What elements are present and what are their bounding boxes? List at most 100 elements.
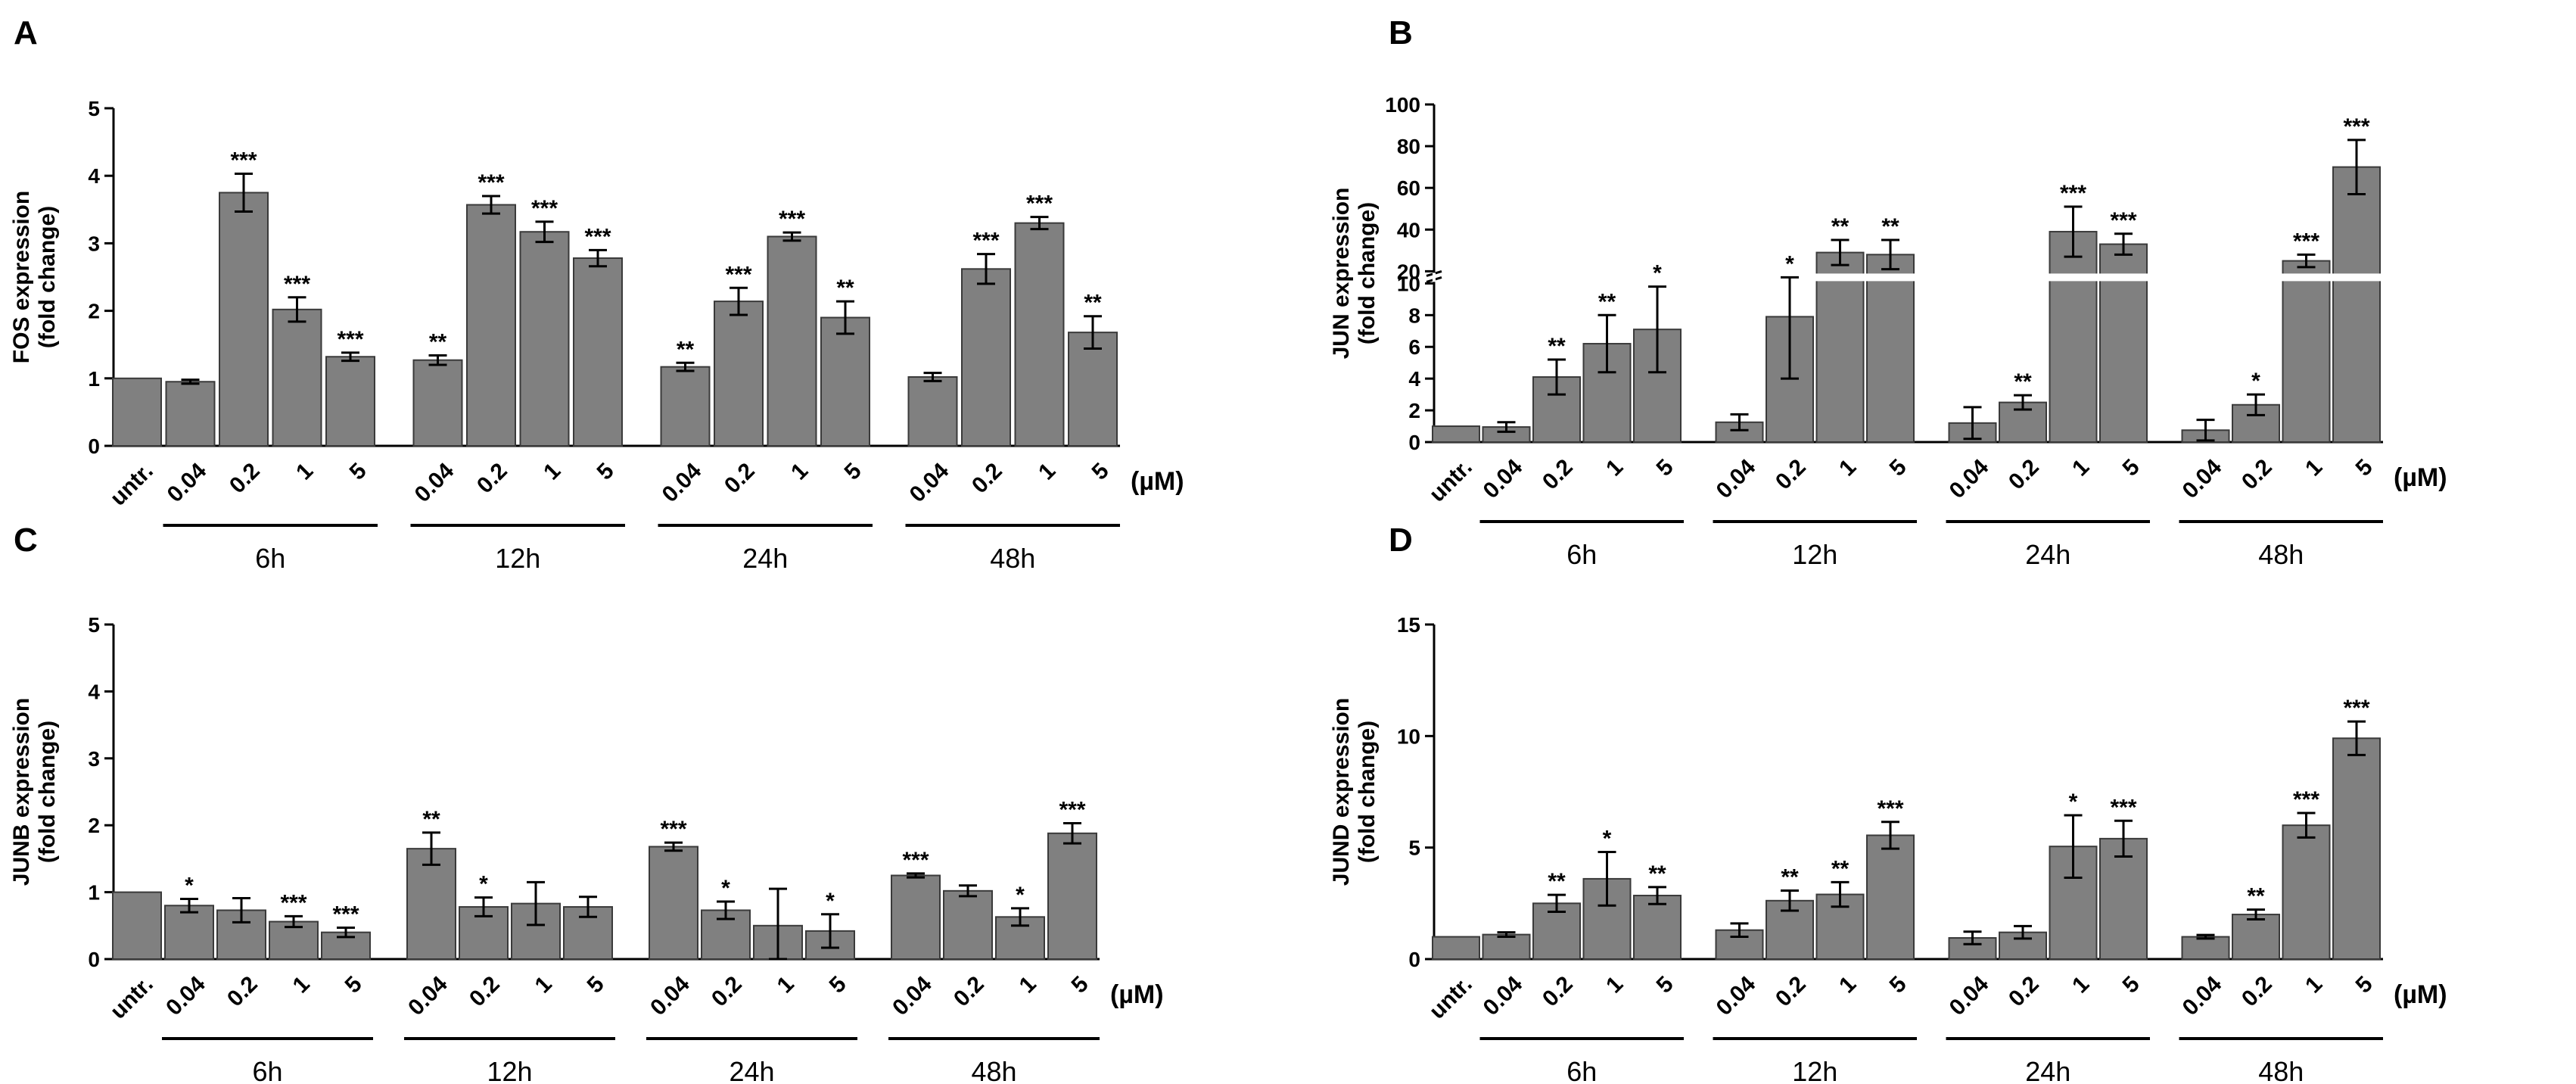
- y-tick-label: 10: [1397, 272, 1420, 295]
- group-label: 48h: [971, 1056, 1016, 1084]
- group-label: 6h: [255, 543, 285, 574]
- x-tick-label: 1: [773, 971, 799, 998]
- x-tick-label: 1: [786, 458, 813, 484]
- panel-letter: D: [1389, 522, 1413, 559]
- x-tick-label: 0.2: [225, 458, 265, 498]
- group-label: 12h: [1792, 539, 1837, 570]
- significance-label: ***: [1059, 798, 1085, 823]
- x-tick-label: 0.04: [1945, 971, 1994, 1020]
- bar: [1047, 832, 1097, 960]
- bar: [1432, 936, 1480, 960]
- x-tick-label: 5: [840, 458, 866, 484]
- significance-label: *: [1016, 883, 1025, 908]
- x-tick-label: 0.2: [1771, 454, 1811, 494]
- bar: [649, 846, 698, 961]
- bar: [891, 874, 941, 960]
- panel-letter: C: [14, 522, 38, 559]
- x-tick-label: 5: [825, 971, 851, 998]
- x-tick-label: 0.2: [222, 971, 263, 1011]
- y-tick-label: 10: [1397, 724, 1420, 748]
- y-tick-label: 5: [88, 97, 100, 120]
- unit-label: (µM): [2394, 980, 2447, 1009]
- significance-label: **: [1881, 214, 1899, 239]
- group-label: 6h: [1566, 1056, 1597, 1084]
- x-tick-label: 0.04: [1479, 454, 1528, 503]
- bar: [767, 235, 817, 447]
- y-tick-label: 0: [88, 435, 100, 458]
- y-tick-label: 60: [1397, 176, 1420, 200]
- x-tick-label: 0.2: [967, 458, 1007, 498]
- x-tick-label: 0.04: [905, 458, 954, 507]
- x-tick-label: 5: [1067, 971, 1094, 998]
- x-tick-label: 0.04: [1712, 971, 1761, 1020]
- significance-label: ***: [280, 890, 306, 915]
- significance-label: ***: [1877, 796, 1903, 821]
- y-tick-label: 1: [88, 881, 100, 905]
- significance-label: ***: [230, 148, 257, 173]
- y-tick-label: 5: [1408, 836, 1420, 860]
- y-tick-label: 2: [88, 300, 100, 323]
- significance-label: **: [1548, 869, 1566, 894]
- x-tick-label: 1: [288, 971, 315, 998]
- bar: [466, 204, 516, 447]
- x-tick-label: 0.2: [2237, 454, 2277, 494]
- significance-label: *: [826, 889, 835, 914]
- significance-label: **: [1598, 289, 1616, 314]
- bar-break-gap: [1865, 273, 1915, 282]
- x-tick-label: 0.2: [2004, 454, 2044, 494]
- y-axis-label-line: (fold change): [35, 206, 60, 348]
- group-label: 6h: [1566, 539, 1597, 570]
- bar: [1068, 332, 1118, 447]
- bar: [660, 366, 711, 447]
- group-label: 12h: [487, 1056, 532, 1084]
- x-tick-label: 5: [1087, 458, 1114, 484]
- y-axis-label-line: JUNB expression: [9, 698, 34, 886]
- bar: [1482, 933, 1531, 961]
- bar: [519, 231, 570, 447]
- x-tick-label: 5: [2118, 454, 2145, 481]
- y-tick-label: 80: [1397, 135, 1420, 158]
- significance-label: ***: [584, 224, 611, 249]
- bar: [1432, 425, 1480, 444]
- x-tick-label: 1: [1834, 454, 1861, 481]
- significance-label: ***: [2343, 696, 2369, 721]
- y-tick-label: 4: [88, 680, 100, 703]
- x-tick-label: 5: [1652, 971, 1678, 998]
- significance-label: *: [721, 876, 730, 901]
- group-label: 24h: [742, 543, 788, 574]
- x-tick-label: 5: [593, 458, 619, 484]
- x-tick-label: 5: [2118, 971, 2145, 998]
- significance-label: ***: [660, 817, 686, 842]
- group-label: 12h: [1792, 1056, 1837, 1084]
- significance-label: ***: [2293, 787, 2319, 812]
- bar: [325, 356, 375, 447]
- bar: [1866, 834, 1915, 960]
- significance-label: ***: [531, 196, 558, 221]
- bar: [164, 905, 214, 961]
- y-tick-label: 5: [88, 613, 100, 637]
- x-tick-label: 0.04: [403, 971, 453, 1020]
- x-tick-label: untr.: [1425, 971, 1477, 1023]
- x-tick-label: 5: [2351, 971, 2378, 998]
- y-axis-label-line: JUND expression: [1329, 698, 1354, 886]
- y-tick-label: 2: [88, 814, 100, 837]
- x-tick-label: 0.04: [2178, 971, 2227, 1020]
- bar-break-gap: [1815, 273, 1865, 282]
- significance-label: ***: [2060, 181, 2086, 206]
- x-tick-label: 5: [1652, 454, 1678, 481]
- x-tick-label: 0.2: [1771, 971, 1811, 1011]
- x-tick-label: 0.2: [2004, 971, 2044, 1011]
- x-tick-label: 1: [2067, 971, 2094, 998]
- y-tick-label: 0: [1408, 948, 1420, 971]
- y-axis-label: FOS expression(fold change): [9, 191, 60, 363]
- x-tick-label: untr.: [1425, 454, 1477, 506]
- y-tick-label: 20: [1397, 260, 1420, 283]
- x-tick-label: 1: [1601, 971, 1628, 998]
- significance-label: **: [1781, 865, 1799, 890]
- bar: [269, 920, 319, 960]
- bar: [2232, 914, 2280, 960]
- x-tick-label: untr.: [106, 971, 158, 1023]
- bar: [1866, 254, 1915, 444]
- x-tick-label: 5: [2351, 454, 2378, 481]
